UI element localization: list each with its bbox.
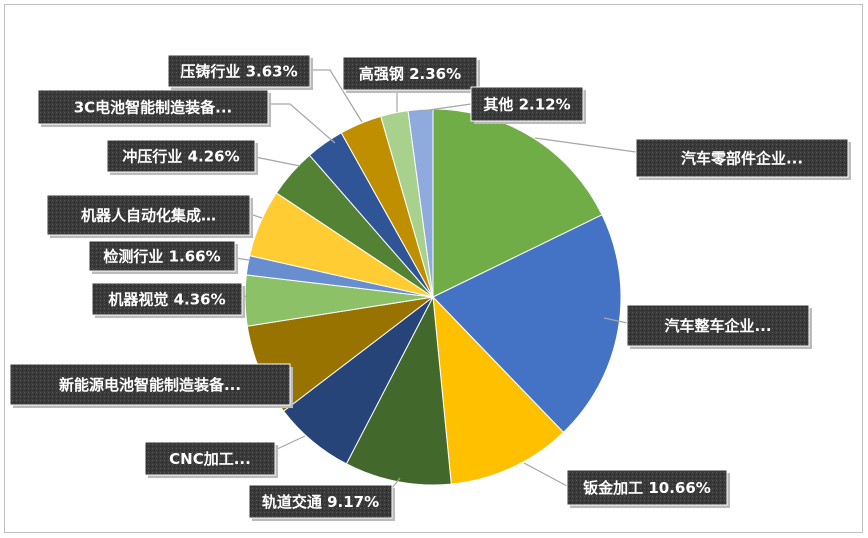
leader-line: [268, 103, 336, 144]
data-label: 检测行业 1.66%: [103, 248, 220, 266]
leader-line: [534, 137, 637, 153]
label-box: [144, 441, 276, 476]
data-label: 其他 2.12%: [483, 96, 570, 114]
label-box: [9, 363, 291, 406]
data-label: 压铸行业 3.63%: [180, 63, 297, 81]
label-box: [106, 139, 256, 173]
data-label: 钣金加工 10.66%: [583, 479, 711, 497]
label-box: [91, 282, 243, 316]
label-box: [37, 89, 269, 125]
pie-slice: [432, 295, 565, 485]
data-label: 轨道交通 9.17%: [262, 493, 379, 511]
pie-slice: [432, 214, 622, 434]
leader-line: [523, 462, 568, 487]
label-box: [46, 194, 251, 236]
label-box: [342, 56, 478, 91]
label-box: [626, 304, 810, 347]
leader-line: [603, 317, 628, 324]
data-label: 新能源电池智能制造装备...: [59, 376, 241, 394]
label-box: [635, 138, 849, 178]
leader-line: [274, 435, 306, 451]
data-label: 汽车零部件企业...: [681, 150, 803, 168]
data-label: 3C电池智能制造装备...: [74, 99, 233, 117]
data-label: 汽车整车企业...: [664, 317, 771, 335]
label-box: [470, 86, 584, 122]
leader-line: [421, 103, 472, 112]
pie-slice: [432, 108, 603, 298]
data-label: 冲压行业 4.26%: [122, 148, 239, 166]
data-label: CNC加工...: [169, 450, 251, 468]
label-box: [167, 54, 311, 88]
label-box: [248, 484, 393, 519]
label-box: [88, 240, 236, 272]
leader-line: [254, 156, 301, 167]
leader-line: [310, 69, 363, 123]
label-box: [566, 469, 728, 506]
leader-line: [391, 477, 401, 489]
data-label: 机器人自动化集成…: [81, 207, 216, 225]
data-label: 高强钢 2.36%: [359, 65, 461, 83]
data-label: 机器视觉 4.36%: [108, 291, 225, 309]
